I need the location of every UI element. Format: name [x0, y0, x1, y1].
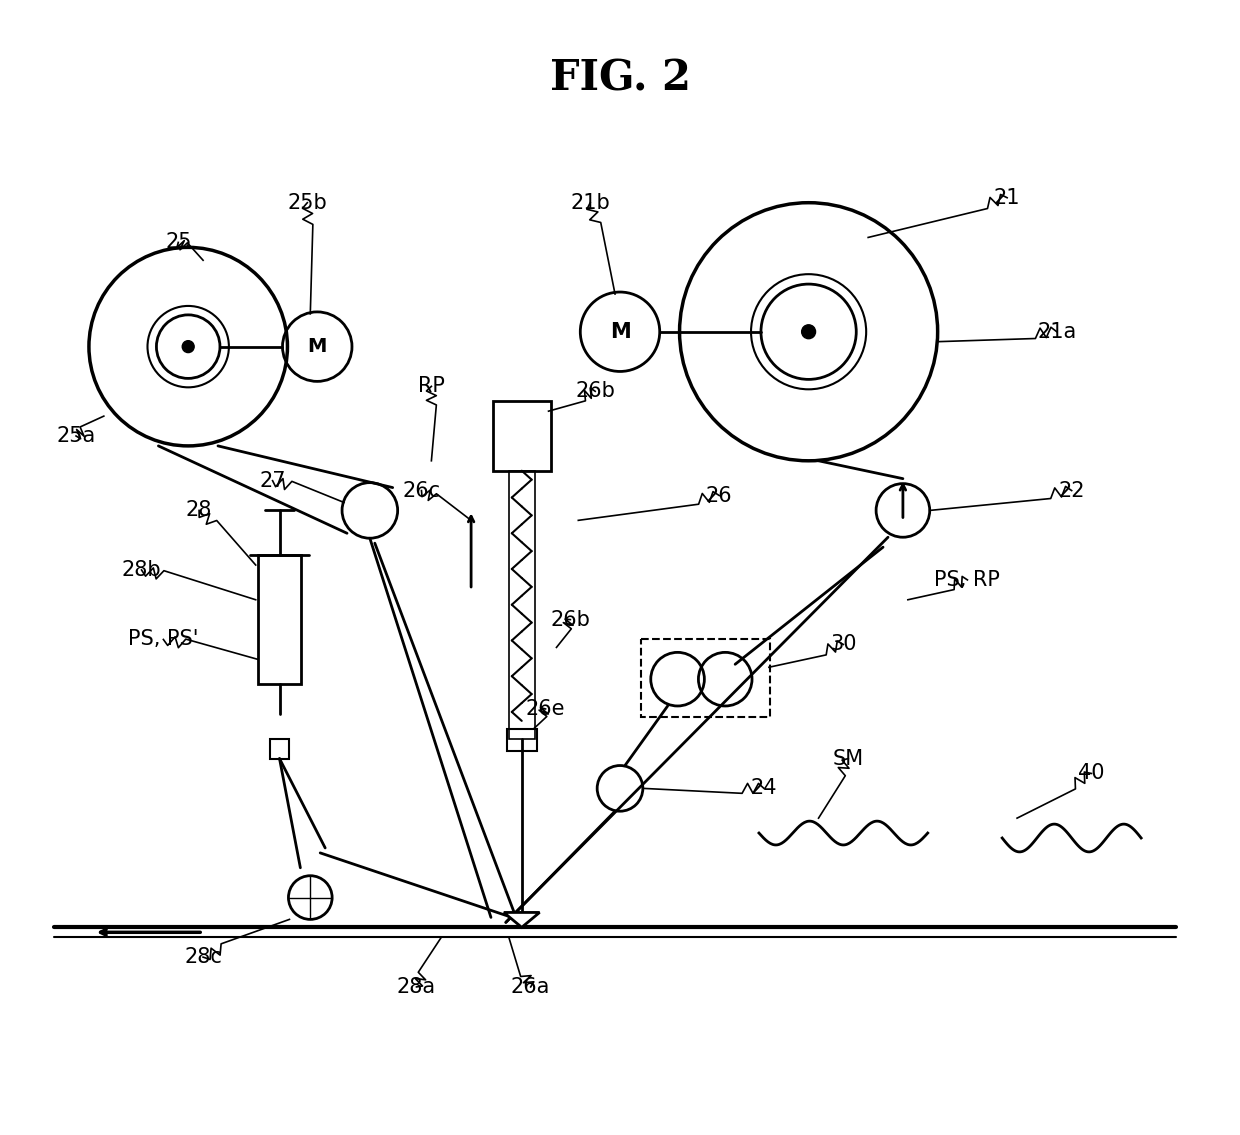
Circle shape [182, 340, 195, 353]
Text: 26b: 26b [575, 381, 615, 402]
Text: 26e: 26e [526, 699, 565, 718]
Text: 40: 40 [1079, 764, 1105, 783]
Text: FIG. 2: FIG. 2 [549, 58, 691, 100]
Polygon shape [503, 913, 539, 927]
Text: 26a: 26a [511, 977, 551, 997]
Text: SM: SM [833, 749, 864, 768]
Text: 30: 30 [830, 634, 857, 655]
Bar [258, 555, 301, 684]
Bar [507, 729, 537, 750]
Text: 25b: 25b [288, 193, 327, 212]
Text: 25: 25 [165, 233, 191, 252]
Text: 25a: 25a [56, 426, 95, 446]
Text: 28: 28 [186, 501, 212, 521]
Text: RP: RP [418, 377, 445, 396]
Text: 21: 21 [994, 187, 1021, 208]
Bar [269, 739, 289, 758]
Text: 28a: 28a [397, 977, 436, 997]
Text: M: M [308, 337, 327, 356]
Text: 21a: 21a [1037, 321, 1076, 342]
Text: 22: 22 [1059, 480, 1085, 501]
Text: 26b: 26b [551, 609, 590, 630]
Bar [494, 402, 551, 471]
Text: PS, PS': PS, PS' [128, 630, 198, 649]
Text: 26c: 26c [403, 480, 440, 501]
Text: 26: 26 [706, 486, 733, 505]
Circle shape [801, 325, 816, 338]
Text: 21b: 21b [570, 193, 610, 212]
Text: 27: 27 [259, 471, 285, 490]
Text: 28c: 28c [185, 947, 222, 967]
Bar [508, 471, 534, 739]
Text: M: M [610, 321, 630, 342]
Bar [641, 639, 770, 717]
Text: 28b: 28b [122, 560, 161, 580]
Text: PS, RP: PS, RP [935, 570, 1001, 590]
Text: 24: 24 [750, 779, 777, 798]
